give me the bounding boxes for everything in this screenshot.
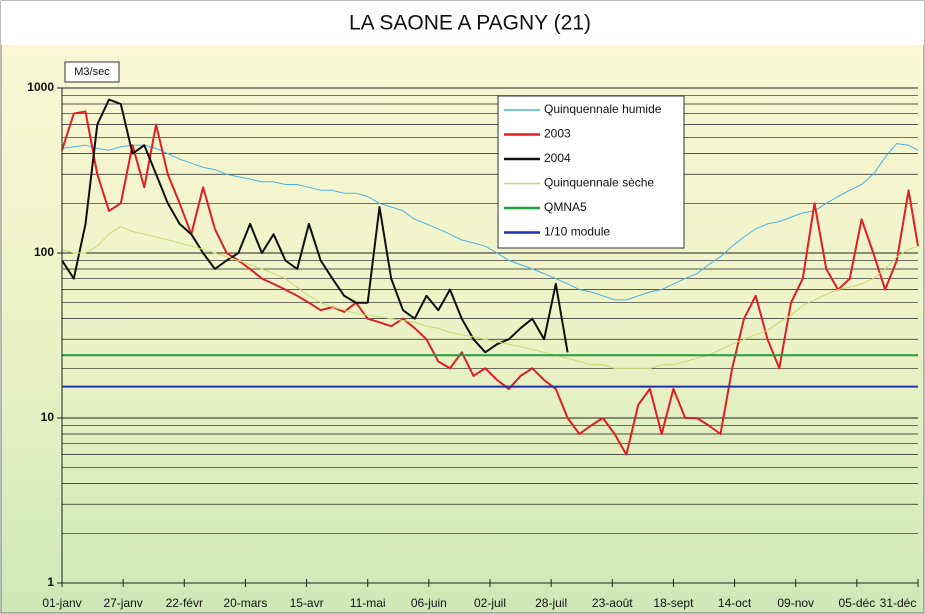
legend-label: 2004 — [544, 151, 571, 165]
chart-title: LA SAONE A PAGNY (21) — [349, 12, 591, 35]
x-tick-label: 31-déc — [880, 596, 917, 610]
x-tick-label: 06-juin — [411, 596, 447, 610]
x-tick-label: 11-mai — [350, 596, 386, 610]
x-tick-label: 18-sept — [653, 596, 694, 610]
axes: 1 10 100 1000 01-janv 27-janv 22-févr 20-mars 15… — [27, 80, 919, 610]
lines — [61, 98, 919, 456]
y-tick-label: 10 — [41, 410, 55, 424]
legend-label: 2003 — [544, 127, 571, 141]
legend-box — [497, 95, 685, 249]
x-tick-label: 14-oct — [718, 596, 752, 610]
y-tick-label: 1000 — [27, 80, 54, 94]
x-tick-label: 28-juil — [535, 596, 567, 610]
series-line — [61, 225, 919, 369]
y-axis-label: M3/sec — [74, 66, 110, 78]
series-line — [61, 98, 569, 354]
x-tick-label: 23-août — [592, 596, 633, 610]
legend-label: Quinquennale humide — [544, 102, 662, 116]
x-tick-label: 20-mars — [223, 596, 267, 610]
legend-label: 1/10 module — [544, 225, 610, 239]
x-tick-label: 22-févr — [166, 596, 203, 610]
x-tick-label: 05-déc — [839, 596, 876, 610]
y-tick-label: 1 — [47, 575, 54, 589]
y-tick-label: 100 — [34, 245, 54, 259]
x-tick-label: 09-nov — [777, 596, 814, 610]
series-line — [61, 143, 919, 301]
x-tick-label: 02-juil — [474, 596, 506, 610]
title-band — [1, 1, 924, 45]
series-line — [61, 110, 919, 456]
legend-label: Quinquennale sèche — [544, 176, 654, 190]
x-tick-label: 01-janv — [42, 596, 81, 610]
x-tick-label: 27-janv — [103, 596, 142, 610]
legend-label: QMNA5 — [544, 200, 587, 214]
x-tick-label: 15-avr — [290, 596, 324, 610]
legend: Quinquennale humide 2003 2004 Quinquennale … — [497, 95, 685, 249]
unit-box — [64, 61, 120, 83]
